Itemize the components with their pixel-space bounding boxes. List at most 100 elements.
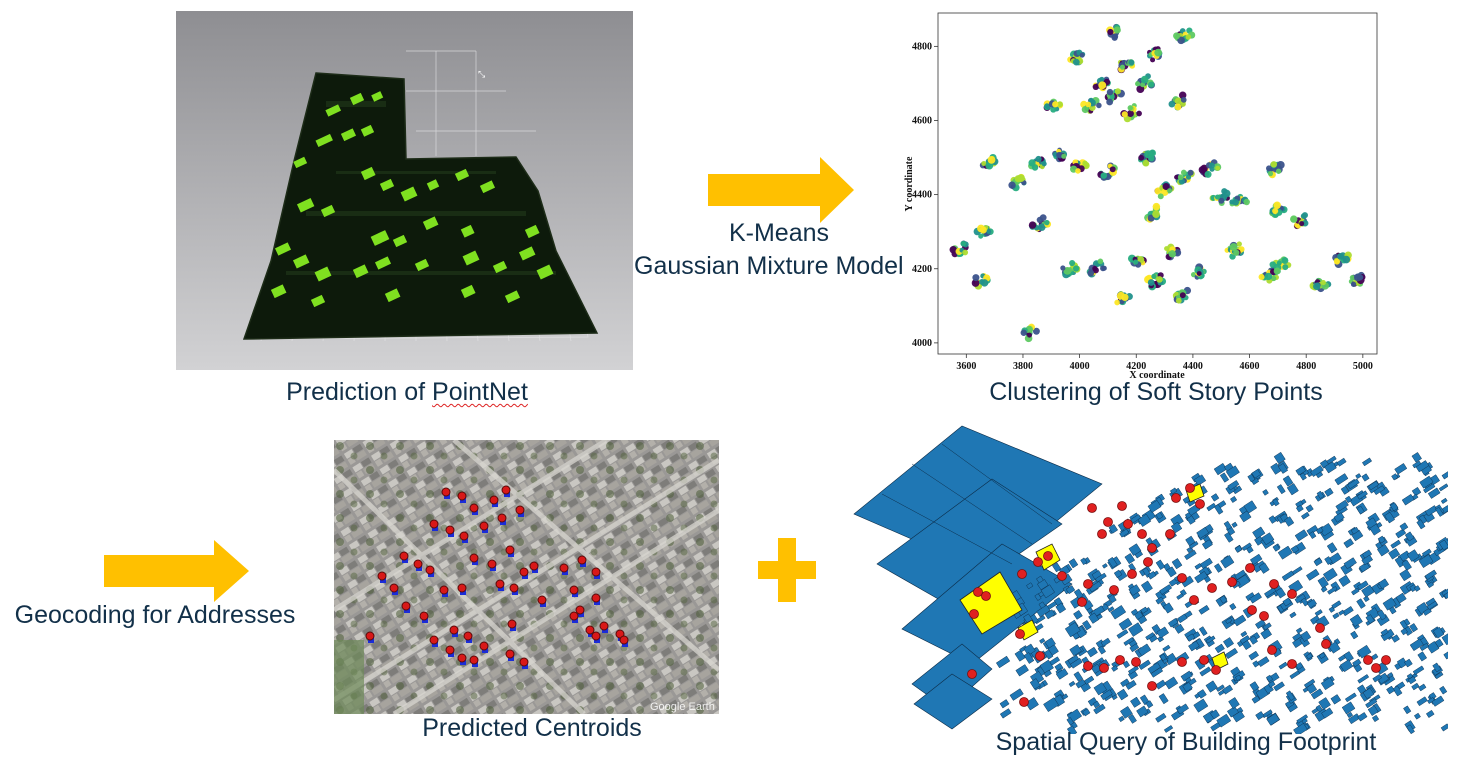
cluster-marker [971,273,991,290]
caption-pointnet-word: PointNet [432,378,528,406]
footprint-centroid [1207,583,1217,593]
footprint-centroid [1123,519,1133,529]
footprint-centroid [1171,493,1181,503]
footprint-centroid [1117,501,1127,511]
centroid-marker [501,485,511,497]
cluster-marker [1164,243,1182,261]
centroid-marker [537,595,547,607]
centroid-marker [401,601,411,613]
kmeans-label: K-Means [728,219,830,247]
centroid-marker [591,593,601,605]
footprint-centroid [1381,655,1391,665]
centroid-marker [495,579,505,591]
x-tick-label: 4400 [1183,361,1203,372]
cluster-marker [1028,214,1052,233]
centroid-marker [463,631,473,643]
footprint-centroid [1087,503,1097,513]
cluster-marker [1309,277,1332,293]
plus-icon [758,538,816,602]
centroid-marker [425,565,435,577]
centroid-marker [559,563,569,575]
centroid-marker [515,505,525,517]
footprint-centroid [1015,629,1025,639]
centroid-marker [489,495,499,507]
footprint-centroid [1287,659,1297,669]
centroid-marker [529,561,539,573]
footprint-centroid [1211,665,1221,675]
footprint-centroid [1147,681,1157,691]
pointnet-prediction-image: ⤡ [176,11,633,370]
centroid-marker [377,571,387,583]
footprint-centroid [1245,563,1255,573]
footprint-centroid-markers [967,483,1391,707]
cluster-marker [1043,98,1064,113]
cluster-marker [1106,23,1121,41]
centroid-marker [459,531,469,543]
centroid-marker [585,625,595,637]
footprint-centroid [967,669,977,679]
centroid-marker [619,635,629,647]
geocoding-arrow [104,540,249,602]
cluster-marker [979,153,999,170]
y-tick-label: 4000 [912,338,932,349]
footprint-centroid [1035,651,1045,661]
footprint-centroid [1137,529,1147,539]
cluster-marker [1008,173,1027,192]
cluster-marker [1020,323,1040,343]
footprint-centroid [1315,623,1325,633]
cluster-marker [1168,91,1187,111]
footprint-centroid [969,609,979,619]
footprint-centroid [1099,663,1109,673]
cluster-marker [1060,260,1081,279]
cluster-marker [1127,254,1147,268]
footprint-centroid [1363,655,1373,665]
centroid-marker [591,631,601,643]
centroid-marker [591,567,601,579]
prediction-points [270,91,554,308]
footprint-centroid [1269,579,1279,589]
predicted-centroids-image: Google Earth [334,440,719,714]
footprint-centroid [1321,639,1331,649]
centroid-marker [479,641,489,653]
footprint-centroid [1077,597,1087,607]
footprint-centroid [1177,657,1187,667]
centroid-marker [445,645,455,657]
y-axis-label: Y coordinate [904,156,915,211]
cluster-marker [1209,188,1231,206]
footprint-centroid [1143,557,1153,567]
cluster-marker [973,224,994,239]
centroid-marker [457,583,467,595]
cluster-marker [1146,46,1163,63]
centroid-marker [419,611,429,623]
centroid-marker [449,625,459,637]
footprint-centroid [1103,517,1113,527]
cluster-marker [1080,97,1102,114]
centroid-markers [365,485,629,669]
x-tick-label: 4200 [1126,361,1146,372]
footprint-centroid [1195,499,1205,509]
centroid-marker [507,619,517,631]
cluster-marker [1097,162,1118,181]
footprint-centroid [1057,571,1067,581]
footprint-centroid [1147,543,1157,553]
cluster-marker [1332,251,1352,268]
x-tick-label: 4800 [1296,361,1316,372]
cluster-marker [1348,271,1366,287]
cluster-marker [1086,258,1107,278]
x-tick-label: 4600 [1240,361,1260,372]
centroid-marker [505,649,515,661]
footprint-centroid [981,591,991,601]
cluster-marker [1114,290,1133,306]
plot-frame [937,12,1378,355]
gmm-label: Gaussian Mixture Model [634,252,904,280]
cluster-marker [949,240,969,258]
footprint-centroid [1287,589,1297,599]
cluster-marker [1190,263,1207,280]
footprint-centroid [1199,655,1209,665]
centroid-marker [569,585,579,597]
cluster-marker [1266,160,1285,179]
centroid-marker [505,545,515,557]
footprint-centroid [1259,611,1269,621]
clustering-arrow [708,157,854,223]
footprint-centroid [1083,579,1093,589]
